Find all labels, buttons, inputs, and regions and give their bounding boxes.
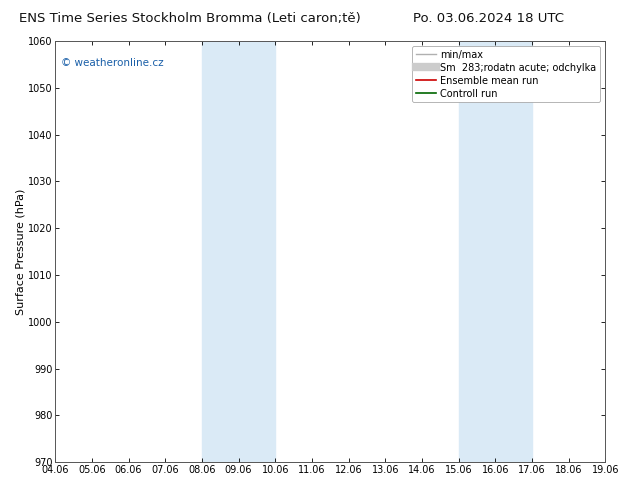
Legend: min/max, Sm  283;rodatn acute; odchylka, Ensemble mean run, Controll run: min/max, Sm 283;rodatn acute; odchylka, …	[412, 46, 600, 102]
Bar	[458, 41, 532, 462]
Y-axis label: Surface Pressure (hPa): Surface Pressure (hPa)	[15, 189, 25, 315]
Text: © weatheronline.cz: © weatheronline.cz	[61, 58, 164, 68]
Bar	[202, 41, 275, 462]
Text: ENS Time Series Stockholm Bromma (Leti caron;tě): ENS Time Series Stockholm Bromma (Leti c…	[19, 12, 361, 25]
Text: Po. 03.06.2024 18 UTC: Po. 03.06.2024 18 UTC	[413, 12, 564, 25]
